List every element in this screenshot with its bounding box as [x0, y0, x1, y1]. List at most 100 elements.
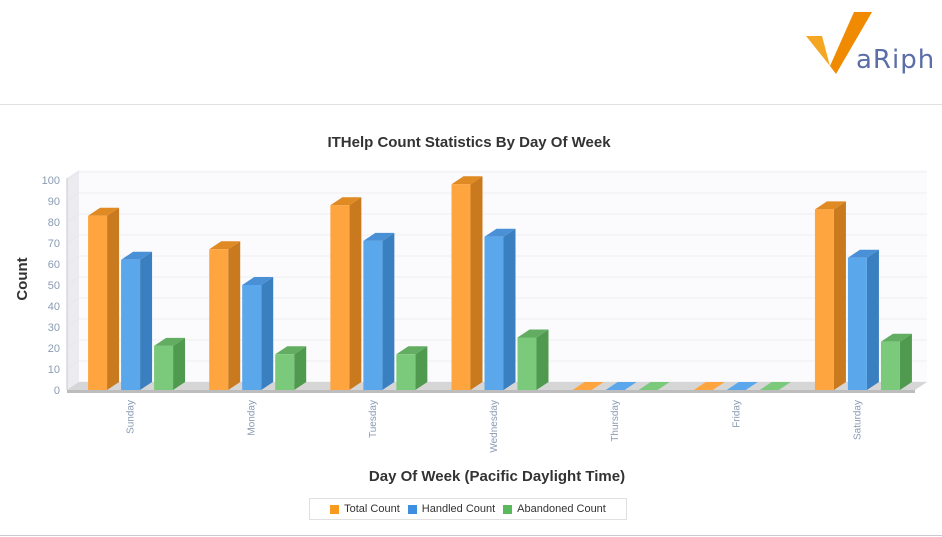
bar-front — [275, 354, 295, 390]
y-tick-label: 90 — [48, 196, 60, 208]
gridline-depth — [66, 234, 80, 244]
bar-top — [330, 197, 362, 206]
bar-side — [382, 232, 395, 390]
bar-abandoned-friday[interactable] — [759, 382, 791, 390]
bar-front — [242, 285, 262, 390]
bar-handled-monday[interactable] — [242, 277, 274, 390]
y-axis-label: Count — [14, 257, 31, 300]
bar-front — [847, 257, 867, 390]
y-tick-label: 10 — [48, 364, 60, 376]
bar-handled-thursday[interactable] — [605, 382, 637, 390]
bar-side — [140, 251, 153, 390]
x-tick-label: Monday — [247, 400, 258, 436]
bar-total-tuesday[interactable] — [330, 197, 362, 390]
y-tick-label: 40 — [48, 301, 60, 313]
y-tick-label: 100 — [42, 175, 60, 187]
x-tick-label: Saturday — [852, 400, 863, 440]
bar-side — [866, 249, 879, 390]
bar-side — [261, 277, 274, 390]
gridline-depth — [66, 360, 80, 370]
bar-handled-wednesday[interactable] — [484, 228, 516, 390]
legend-item-total[interactable]: Total Count — [330, 503, 400, 515]
bar-zero — [759, 382, 791, 390]
bar-total-saturday[interactable] — [814, 201, 846, 390]
bar-total-wednesday[interactable] — [451, 176, 483, 390]
bar-front — [517, 337, 537, 390]
legend-label-total: Total Count — [344, 503, 400, 515]
bar-abandoned-tuesday[interactable] — [396, 346, 428, 390]
bar-top — [275, 346, 307, 355]
bar-side — [107, 207, 120, 390]
x-axis-label: Day Of Week (Pacific Daylight Time) — [369, 468, 625, 485]
y-tick-label: 60 — [48, 259, 60, 271]
bar-zero — [693, 382, 725, 390]
logo-text: aRiphy — [856, 45, 936, 75]
bar-side — [833, 201, 846, 390]
legend-item-abandoned[interactable]: Abandoned Count — [503, 503, 606, 515]
bar-total-thursday[interactable] — [572, 382, 604, 390]
bar-side — [294, 346, 307, 390]
bar-top — [451, 176, 483, 185]
bar-side — [899, 333, 912, 390]
bar-side — [470, 176, 483, 390]
bar-side — [349, 197, 362, 390]
bar-handled-friday[interactable] — [726, 382, 758, 390]
bar-front — [451, 184, 471, 390]
chart-title: ITHelp Count Statistics By Day Of Week — [327, 134, 611, 151]
bar-front — [330, 205, 350, 390]
gridline-depth — [66, 192, 80, 202]
chart-floor-edge — [67, 390, 915, 393]
bar-total-sunday[interactable] — [88, 207, 120, 390]
y-tick-label: 20 — [48, 343, 60, 355]
gridline-depth — [66, 255, 80, 265]
bar-zero — [605, 382, 637, 390]
y-tick-label: 80 — [48, 217, 60, 229]
gridline-depth — [66, 297, 80, 307]
bar-top — [396, 346, 428, 355]
bar-abandoned-monday[interactable] — [275, 346, 307, 390]
x-tick-label: Thursday — [610, 400, 621, 442]
bar-top — [880, 333, 912, 342]
bar-abandoned-thursday[interactable] — [638, 382, 670, 390]
bar-abandoned-saturday[interactable] — [880, 333, 912, 390]
x-tick-label: Sunday — [126, 400, 137, 434]
bar-zero — [572, 382, 604, 390]
bar-front — [88, 215, 108, 390]
left-wall — [67, 170, 79, 390]
bar-side — [415, 346, 428, 390]
bar-side — [173, 337, 186, 390]
bar-front — [814, 209, 834, 390]
bar-top — [484, 228, 516, 237]
x-tick-label: Friday — [731, 400, 742, 428]
variphy-logo: aRiphy — [802, 8, 942, 80]
bar-top — [814, 201, 846, 210]
bar-top — [242, 277, 274, 285]
bar-side — [536, 329, 549, 390]
gridline-depth — [66, 213, 80, 223]
bar-total-friday[interactable] — [693, 382, 725, 390]
bar-total-monday[interactable] — [209, 241, 241, 390]
legend-swatch-handled — [407, 504, 417, 514]
bar-abandoned-wednesday[interactable] — [517, 329, 549, 391]
bar-front — [396, 354, 416, 390]
bars-layer — [88, 176, 912, 390]
bar-front — [209, 249, 229, 390]
gridline-depth — [66, 276, 80, 286]
x-tick-label: Tuesday — [368, 400, 379, 438]
bar-top — [88, 207, 120, 216]
bar-handled-sunday[interactable] — [121, 251, 153, 390]
bar-handled-saturday[interactable] — [847, 249, 879, 390]
bar-top — [363, 232, 395, 241]
bar-abandoned-sunday[interactable] — [154, 337, 186, 390]
legend-label-handled: Handled Count — [421, 503, 496, 515]
bar-zero — [726, 382, 758, 390]
ticks-layer: 0 10 20 30 40 50 60 70 80 90 100 Sunday Monday Tuesda… — [42, 175, 864, 453]
bar-front — [121, 259, 141, 390]
bar-top — [154, 337, 186, 346]
bar-top — [517, 329, 549, 338]
legend-item-handled[interactable]: Handled Count — [407, 503, 496, 515]
y-tick-label: 70 — [48, 238, 60, 250]
gridline-depth — [66, 318, 80, 328]
y-tick-label: 0 — [54, 385, 60, 397]
bar-handled-tuesday[interactable] — [363, 232, 395, 390]
